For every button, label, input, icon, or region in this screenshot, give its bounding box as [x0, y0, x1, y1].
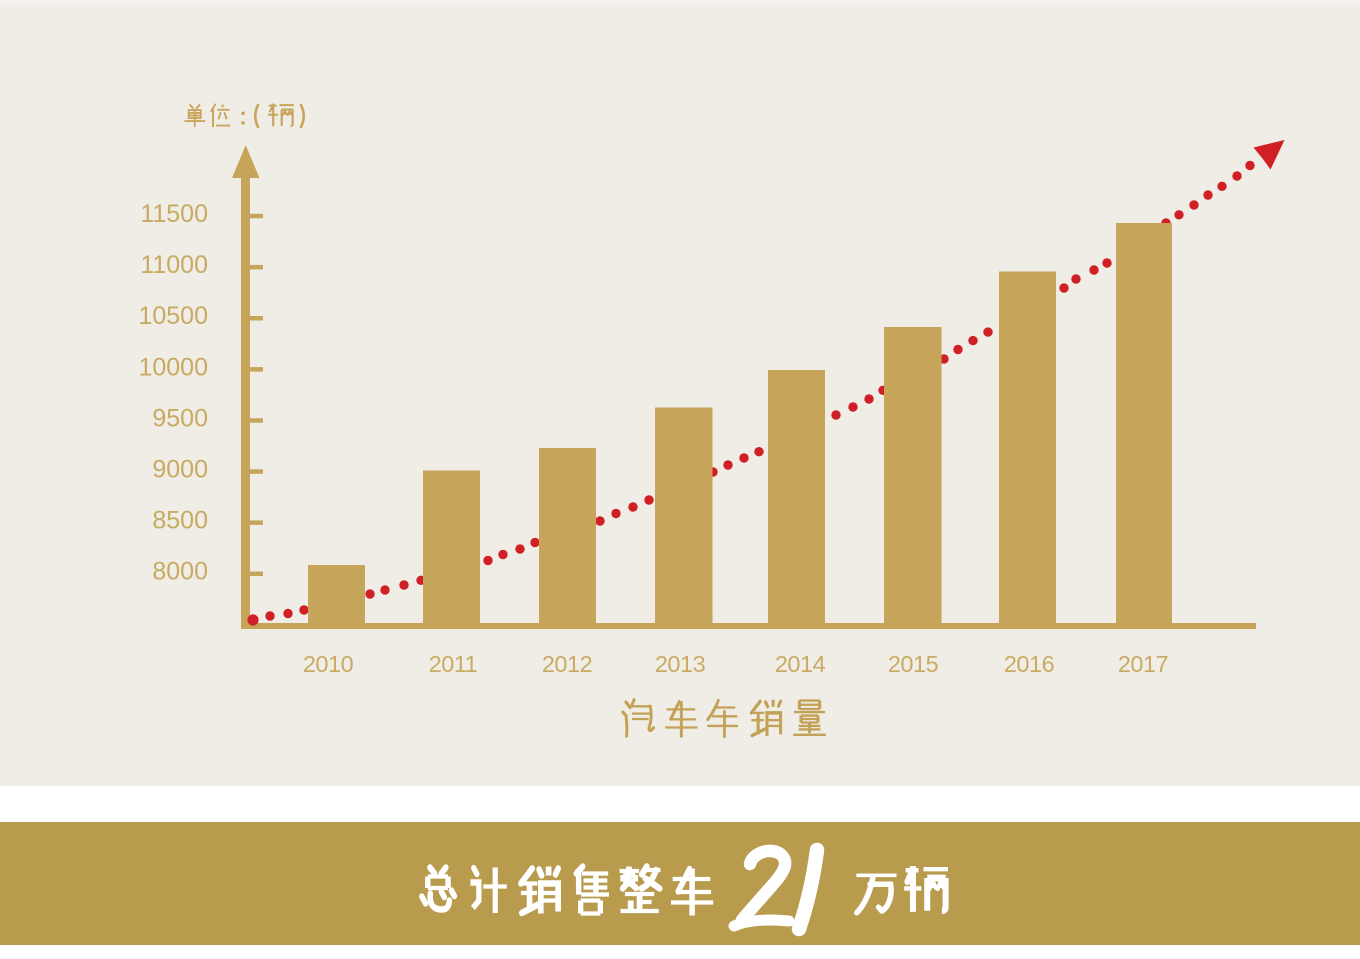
svg-text:11000: 11000: [140, 251, 208, 279]
svg-text:10000: 10000: [138, 353, 208, 381]
svg-text:2017: 2017: [1118, 651, 1168, 677]
svg-text:8000: 8000: [152, 558, 208, 586]
svg-text:11500: 11500: [140, 200, 208, 228]
svg-text:2013: 2013: [655, 651, 706, 677]
svg-text:10500: 10500: [138, 302, 208, 330]
svg-text:9000: 9000: [152, 456, 208, 484]
svg-text:8500: 8500: [152, 507, 208, 535]
svg-text:9500: 9500: [152, 404, 208, 432]
svg-text:2014: 2014: [775, 651, 826, 677]
svg-text:2011: 2011: [429, 651, 478, 677]
svg-text:2012: 2012: [542, 651, 592, 677]
svg-text:2016: 2016: [1004, 651, 1055, 677]
svg-text:2010: 2010: [303, 651, 354, 677]
svg-text:2015: 2015: [888, 651, 939, 677]
